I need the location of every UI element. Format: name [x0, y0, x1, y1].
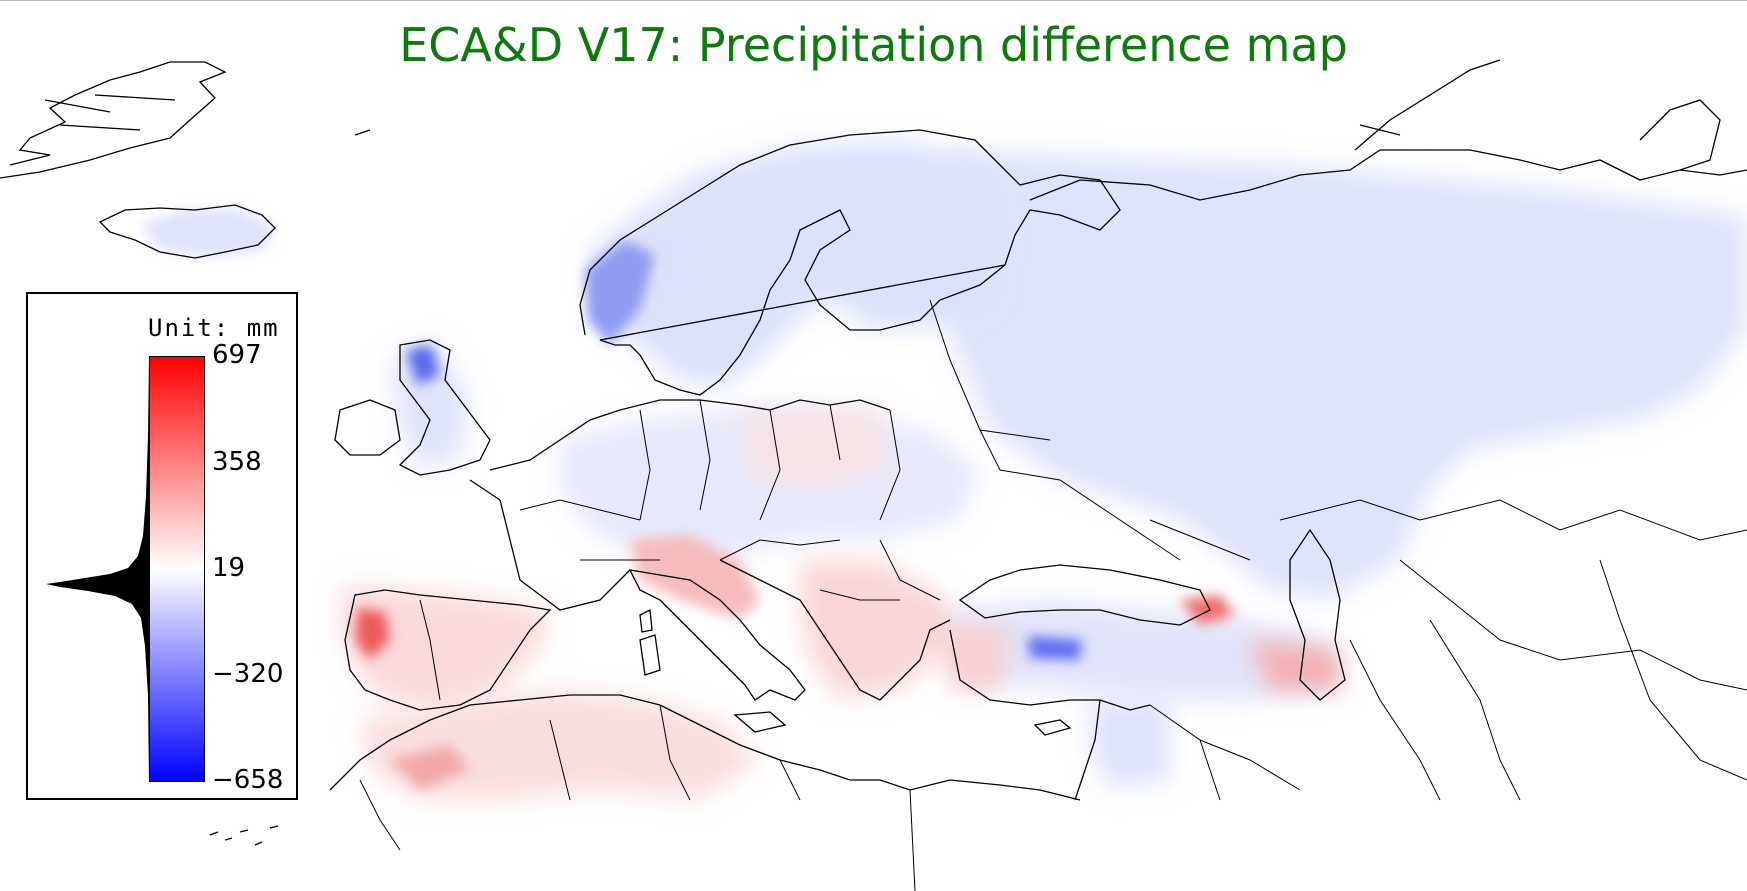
field-russia	[930, 150, 1747, 600]
ireland-coast	[334, 399, 401, 456]
caspian-coast	[1289, 528, 1346, 701]
turkey-coast	[949, 629, 1151, 711]
top-border-line	[0, 0, 1747, 1]
field-britain	[390, 345, 470, 470]
field-caucasus-south	[1250, 640, 1340, 690]
greenland-coast	[0, 61, 227, 179]
legend-tick-min: −658	[212, 765, 284, 795]
field-norway-coast	[585, 240, 655, 345]
difference-field	[140, 140, 1747, 800]
north-africa-coast	[329, 694, 1081, 801]
field-turkey-west	[940, 620, 1010, 690]
sardinia	[639, 634, 661, 676]
scandinavia-coast	[579, 129, 1121, 336]
coastlines	[0, 59, 1747, 891]
corsica	[639, 608, 653, 633]
field-atlas	[390, 745, 470, 790]
field-scotland	[405, 345, 440, 385]
black-sea-coast	[958, 564, 1211, 626]
field-poland	[740, 405, 890, 490]
legend-tick-4: −320	[212, 659, 284, 689]
value-histogram	[46, 356, 149, 782]
field-turkey	[950, 600, 1340, 700]
histogram-shape	[46, 356, 149, 782]
balkans-coast	[719, 559, 951, 701]
legend-unit: Unit: mm	[148, 314, 280, 342]
novaya-zemlya	[1354, 59, 1501, 151]
canary-islands	[209, 825, 279, 846]
field-levant	[1090, 700, 1170, 790]
levant-coast	[1074, 699, 1101, 801]
field-turkey-spot	[1028, 636, 1082, 660]
field-iceland	[140, 208, 275, 258]
sicily	[733, 711, 787, 733]
legend-tick-mid: 19	[212, 553, 246, 583]
map-title: ECA&D V17: Precipitation difference map	[399, 18, 1348, 72]
iceland-coast	[98, 204, 276, 259]
italy-coast	[628, 569, 806, 701]
field-balkans	[800, 560, 960, 700]
colorbar	[149, 356, 205, 782]
baltic-coast	[599, 209, 1006, 396]
field-caucasus	[1180, 595, 1235, 625]
cyprus	[1033, 719, 1072, 736]
field-portugal	[355, 608, 390, 660]
legend-tick-max: 697	[212, 340, 262, 370]
field-scandinavia	[590, 140, 1000, 390]
france-coast	[469, 479, 631, 611]
legend-tick-2: 358	[212, 447, 262, 477]
russia-arctic-coast	[1029, 149, 1747, 201]
britain-coast	[398, 339, 491, 476]
iberia-coast	[344, 589, 552, 711]
borders	[359, 299, 1747, 891]
